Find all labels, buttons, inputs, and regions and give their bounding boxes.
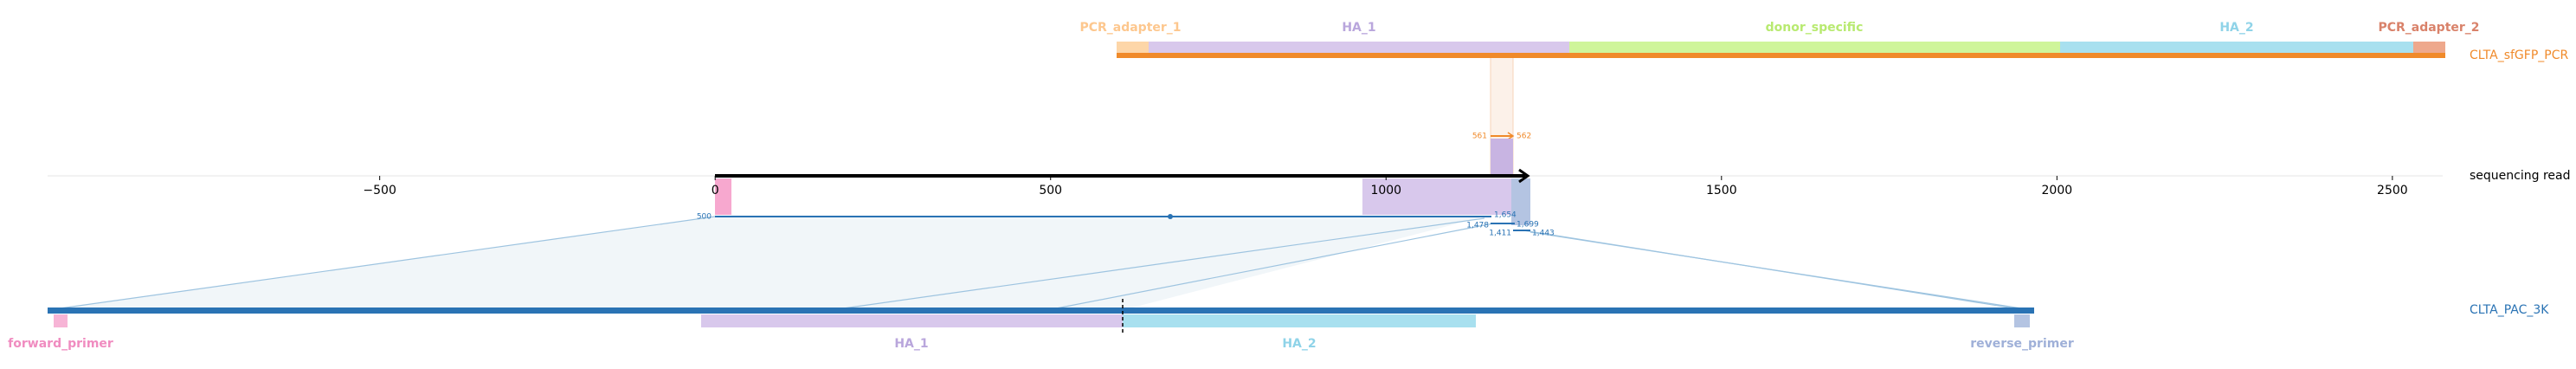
feature-label: PCR_adapter_2 (2378, 21, 2479, 35)
tick-label: 2000 (2042, 184, 2073, 197)
indel-marker (1168, 214, 1173, 219)
feature-box (1569, 42, 2060, 54)
feature-label: reverse_primer (1970, 337, 2074, 351)
feature-label: donor_specific (1766, 21, 1864, 35)
tick-label: 2500 (2377, 184, 2408, 197)
read-label: sequencing read (2470, 169, 2570, 183)
feature-label: HA_1 (894, 337, 928, 351)
feature-label: PCR_adapter_1 (1079, 21, 1181, 35)
position-label: 1,654 (1494, 211, 1517, 220)
feature-box (701, 314, 1123, 327)
position-label: 500 (697, 213, 712, 222)
position-label: 1,411 (1489, 230, 1511, 238)
feature-label: HA_2 (1282, 337, 1316, 351)
position-label: 1,478 (1466, 222, 1489, 230)
feature-box (2413, 42, 2445, 54)
read-region (1511, 178, 1530, 225)
position-label: 562 (1517, 133, 1531, 141)
read-arrow (1518, 168, 1530, 184)
alignment-edge (47, 216, 716, 311)
feature-box (1117, 42, 1149, 54)
feature-box (2060, 42, 2413, 54)
mini-arrow (1507, 132, 1515, 140)
reference-label: CLTA_PAC_3K (2470, 303, 2549, 317)
tick-label: 500 (1039, 184, 1062, 197)
read-region (1362, 178, 1511, 215)
position-label: 1,699 (1517, 221, 1539, 230)
feature-box (1149, 42, 1569, 54)
alignment-shade (48, 217, 1484, 310)
reference-bar (48, 308, 2034, 314)
feature-label: forward_primer (8, 337, 113, 351)
reference-bar (1117, 53, 2445, 58)
feature-box (1123, 314, 1476, 327)
feature-box (54, 314, 68, 327)
position-label: 561 (1472, 133, 1487, 141)
alignment-edge (1046, 223, 1494, 311)
tick-label: 1000 (1370, 184, 1401, 197)
tick-label: 1500 (1706, 184, 1737, 197)
feature-label: HA_2 (2219, 21, 2253, 35)
alignment-edge (1530, 231, 2033, 311)
alignment-edge (830, 217, 1485, 311)
tick-label: 0 (712, 184, 719, 197)
feature-label: HA_1 (1342, 21, 1375, 35)
reference-label: CLTA_sfGFP_PCR (2470, 49, 2568, 62)
axis: −500 0 500 1000 1500 2000 2500 (48, 175, 2443, 197)
position-label: 1,443 (1532, 230, 1555, 238)
tick-label: −500 (363, 184, 396, 197)
read-region (715, 178, 731, 215)
read-region (1491, 139, 1513, 176)
feature-box (2014, 314, 2030, 327)
